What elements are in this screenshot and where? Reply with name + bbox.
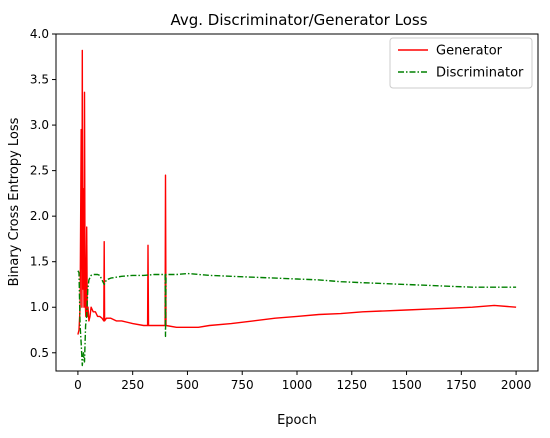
- x-tick-label: 0: [74, 378, 82, 392]
- x-tick-label: 1000: [282, 378, 313, 392]
- x-tick-label: 2000: [501, 378, 532, 392]
- y-tick-label: 2.0: [30, 209, 49, 223]
- y-tick-label: 1.0: [30, 300, 49, 314]
- series-line-discriminator: [77, 270, 517, 367]
- x-tick-label: 750: [231, 378, 254, 392]
- x-axis: 0 250 500 750 1000 1250 1500 1750 2000: [74, 371, 531, 392]
- x-tick-label: 1500: [391, 378, 422, 392]
- x-axis-label: Epoch: [277, 413, 317, 428]
- x-tick-label: 500: [176, 378, 199, 392]
- y-tick-label: 1.5: [30, 255, 49, 269]
- y-tick-label: 4.0: [30, 27, 49, 41]
- y-axis: 0.5 1.0 1.5 2.0 2.5 3.0 3.5 4.0: [30, 27, 56, 360]
- y-tick-label: 0.5: [30, 346, 49, 360]
- y-tick-label: 2.5: [30, 164, 49, 178]
- legend-label-generator: Generator: [436, 44, 503, 59]
- x-tick-label: 250: [121, 378, 144, 392]
- series-line-generator: [77, 49, 517, 335]
- y-tick-label: 3.0: [30, 118, 49, 132]
- legend: Generator Discriminator: [389, 37, 533, 89]
- legend-label-discriminator: Discriminator: [436, 66, 524, 81]
- y-axis-label: Binary Cross Entropy Loss: [7, 117, 22, 286]
- y-tick-label: 3.5: [30, 73, 49, 87]
- x-tick-label: 1250: [336, 378, 367, 392]
- chart-title: Avg. Discriminator/Generator Loss: [170, 11, 427, 29]
- x-tick-label: 1750: [446, 378, 477, 392]
- series-layer: [77, 49, 517, 367]
